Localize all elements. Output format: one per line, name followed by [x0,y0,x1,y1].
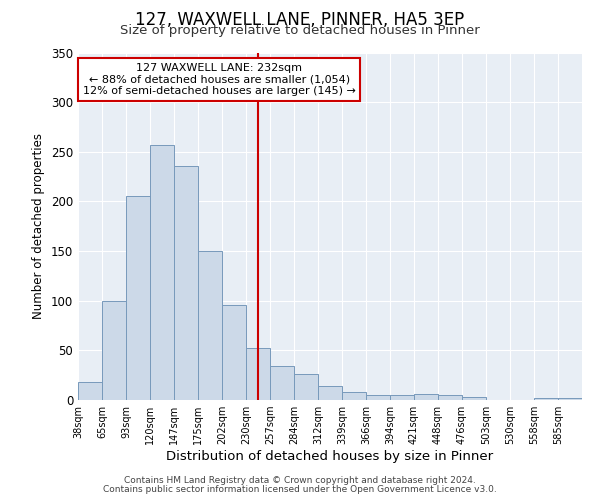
Bar [246,348,270,400]
Text: Contains public sector information licensed under the Open Government Licence v3: Contains public sector information licen… [103,485,497,494]
Bar [78,382,102,400]
Bar [534,398,558,400]
X-axis label: Distribution of detached houses by size in Pinner: Distribution of detached houses by size … [166,450,494,463]
Text: 127, WAXWELL LANE, PINNER, HA5 3EP: 127, WAXWELL LANE, PINNER, HA5 3EP [136,11,464,29]
Bar [438,395,462,400]
Bar [390,395,414,400]
Bar [270,366,294,400]
Y-axis label: Number of detached properties: Number of detached properties [32,133,46,320]
Bar [222,304,246,400]
Bar [318,386,342,400]
Text: Contains HM Land Registry data © Crown copyright and database right 2024.: Contains HM Land Registry data © Crown c… [124,476,476,485]
Bar [198,251,222,400]
Text: 127 WAXWELL LANE: 232sqm
← 88% of detached houses are smaller (1,054)
12% of sem: 127 WAXWELL LANE: 232sqm ← 88% of detach… [83,63,356,96]
Bar [558,398,582,400]
Bar [126,196,150,400]
Bar [102,300,126,400]
Bar [150,145,174,400]
Bar [174,166,198,400]
Bar [462,397,486,400]
Bar [342,392,366,400]
Bar [414,394,438,400]
Bar [366,395,390,400]
Bar [294,374,318,400]
Text: Size of property relative to detached houses in Pinner: Size of property relative to detached ho… [120,24,480,37]
